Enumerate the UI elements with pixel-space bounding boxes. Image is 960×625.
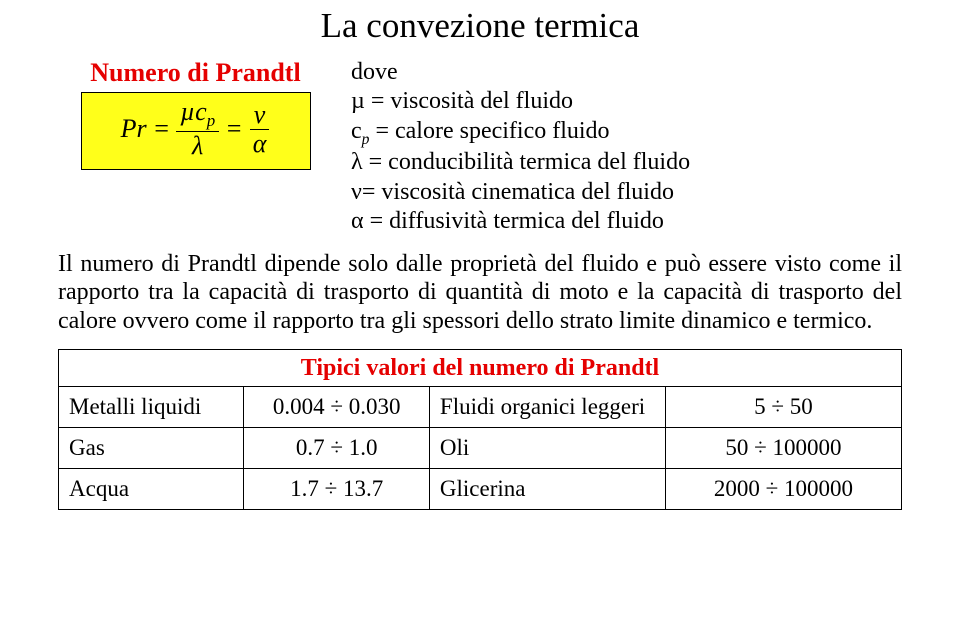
equals-1: = bbox=[153, 114, 171, 144]
def-mu-text: = viscosità del fluido bbox=[365, 88, 573, 114]
formula-num1-sub: p bbox=[207, 111, 215, 130]
prandtl-formula: Pr = µcp λ = ν α bbox=[81, 92, 311, 170]
table-row: Gas 0.7 ÷ 1.0 Oli 50 ÷ 100000 bbox=[59, 428, 902, 469]
body-paragraph: Il numero di Prandtl dipende solo dalle … bbox=[58, 250, 902, 335]
cell-material: Acqua bbox=[59, 469, 244, 510]
cell-range: 0.004 ÷ 0.030 bbox=[244, 387, 429, 428]
def-cp-text: = calore specifico fluido bbox=[369, 118, 609, 144]
def-lambda-sym: λ bbox=[351, 149, 363, 175]
def-dove: dove bbox=[351, 58, 902, 87]
page-title: La convezione termica bbox=[58, 6, 902, 46]
cell-material: Gas bbox=[59, 428, 244, 469]
def-cp-sym: c bbox=[351, 118, 362, 144]
def-mu-sym: µ bbox=[351, 88, 365, 114]
formula-den2: α bbox=[249, 130, 271, 157]
table-caption: Tipici valori del numero di Prandtl bbox=[58, 349, 902, 386]
prandtl-values-table: Metalli liquidi 0.004 ÷ 0.030 Fluidi org… bbox=[58, 386, 902, 510]
def-alpha-sym: α bbox=[351, 208, 364, 234]
formula-num2: ν bbox=[250, 102, 270, 130]
cell-material: Fluidi organici leggeri bbox=[429, 387, 665, 428]
formula-den1: λ bbox=[188, 132, 207, 159]
cell-material: Oli bbox=[429, 428, 665, 469]
table-row: Metalli liquidi 0.004 ÷ 0.030 Fluidi org… bbox=[59, 387, 902, 428]
formula-num1: µc bbox=[180, 97, 207, 126]
def-nu-text: = viscosità cinematica del fluido bbox=[362, 179, 674, 205]
cell-material: Glicerina bbox=[429, 469, 665, 510]
cell-range: 50 ÷ 100000 bbox=[665, 428, 901, 469]
prandtl-label: Numero di Prandtl bbox=[58, 58, 333, 88]
equals-2: = bbox=[225, 114, 243, 144]
cell-range: 0.7 ÷ 1.0 bbox=[244, 428, 429, 469]
prandtl-definition-box: Numero di Prandtl Pr = µcp λ = ν α bbox=[58, 58, 333, 170]
table-row: Acqua 1.7 ÷ 13.7 Glicerina 2000 ÷ 100000 bbox=[59, 469, 902, 510]
formula-lhs: Pr bbox=[121, 114, 147, 144]
cell-range: 5 ÷ 50 bbox=[665, 387, 901, 428]
cell-range: 1.7 ÷ 13.7 bbox=[244, 469, 429, 510]
def-lambda-text: = conducibilità termica del fluido bbox=[363, 149, 690, 175]
def-alpha-text: = diffusività termica del fluido bbox=[364, 208, 664, 234]
cell-range: 2000 ÷ 100000 bbox=[665, 469, 901, 510]
cell-material: Metalli liquidi bbox=[59, 387, 244, 428]
def-nu-sym: ν bbox=[351, 179, 362, 205]
symbol-definitions: dove µ = viscosità del fluido cp = calor… bbox=[351, 58, 902, 236]
